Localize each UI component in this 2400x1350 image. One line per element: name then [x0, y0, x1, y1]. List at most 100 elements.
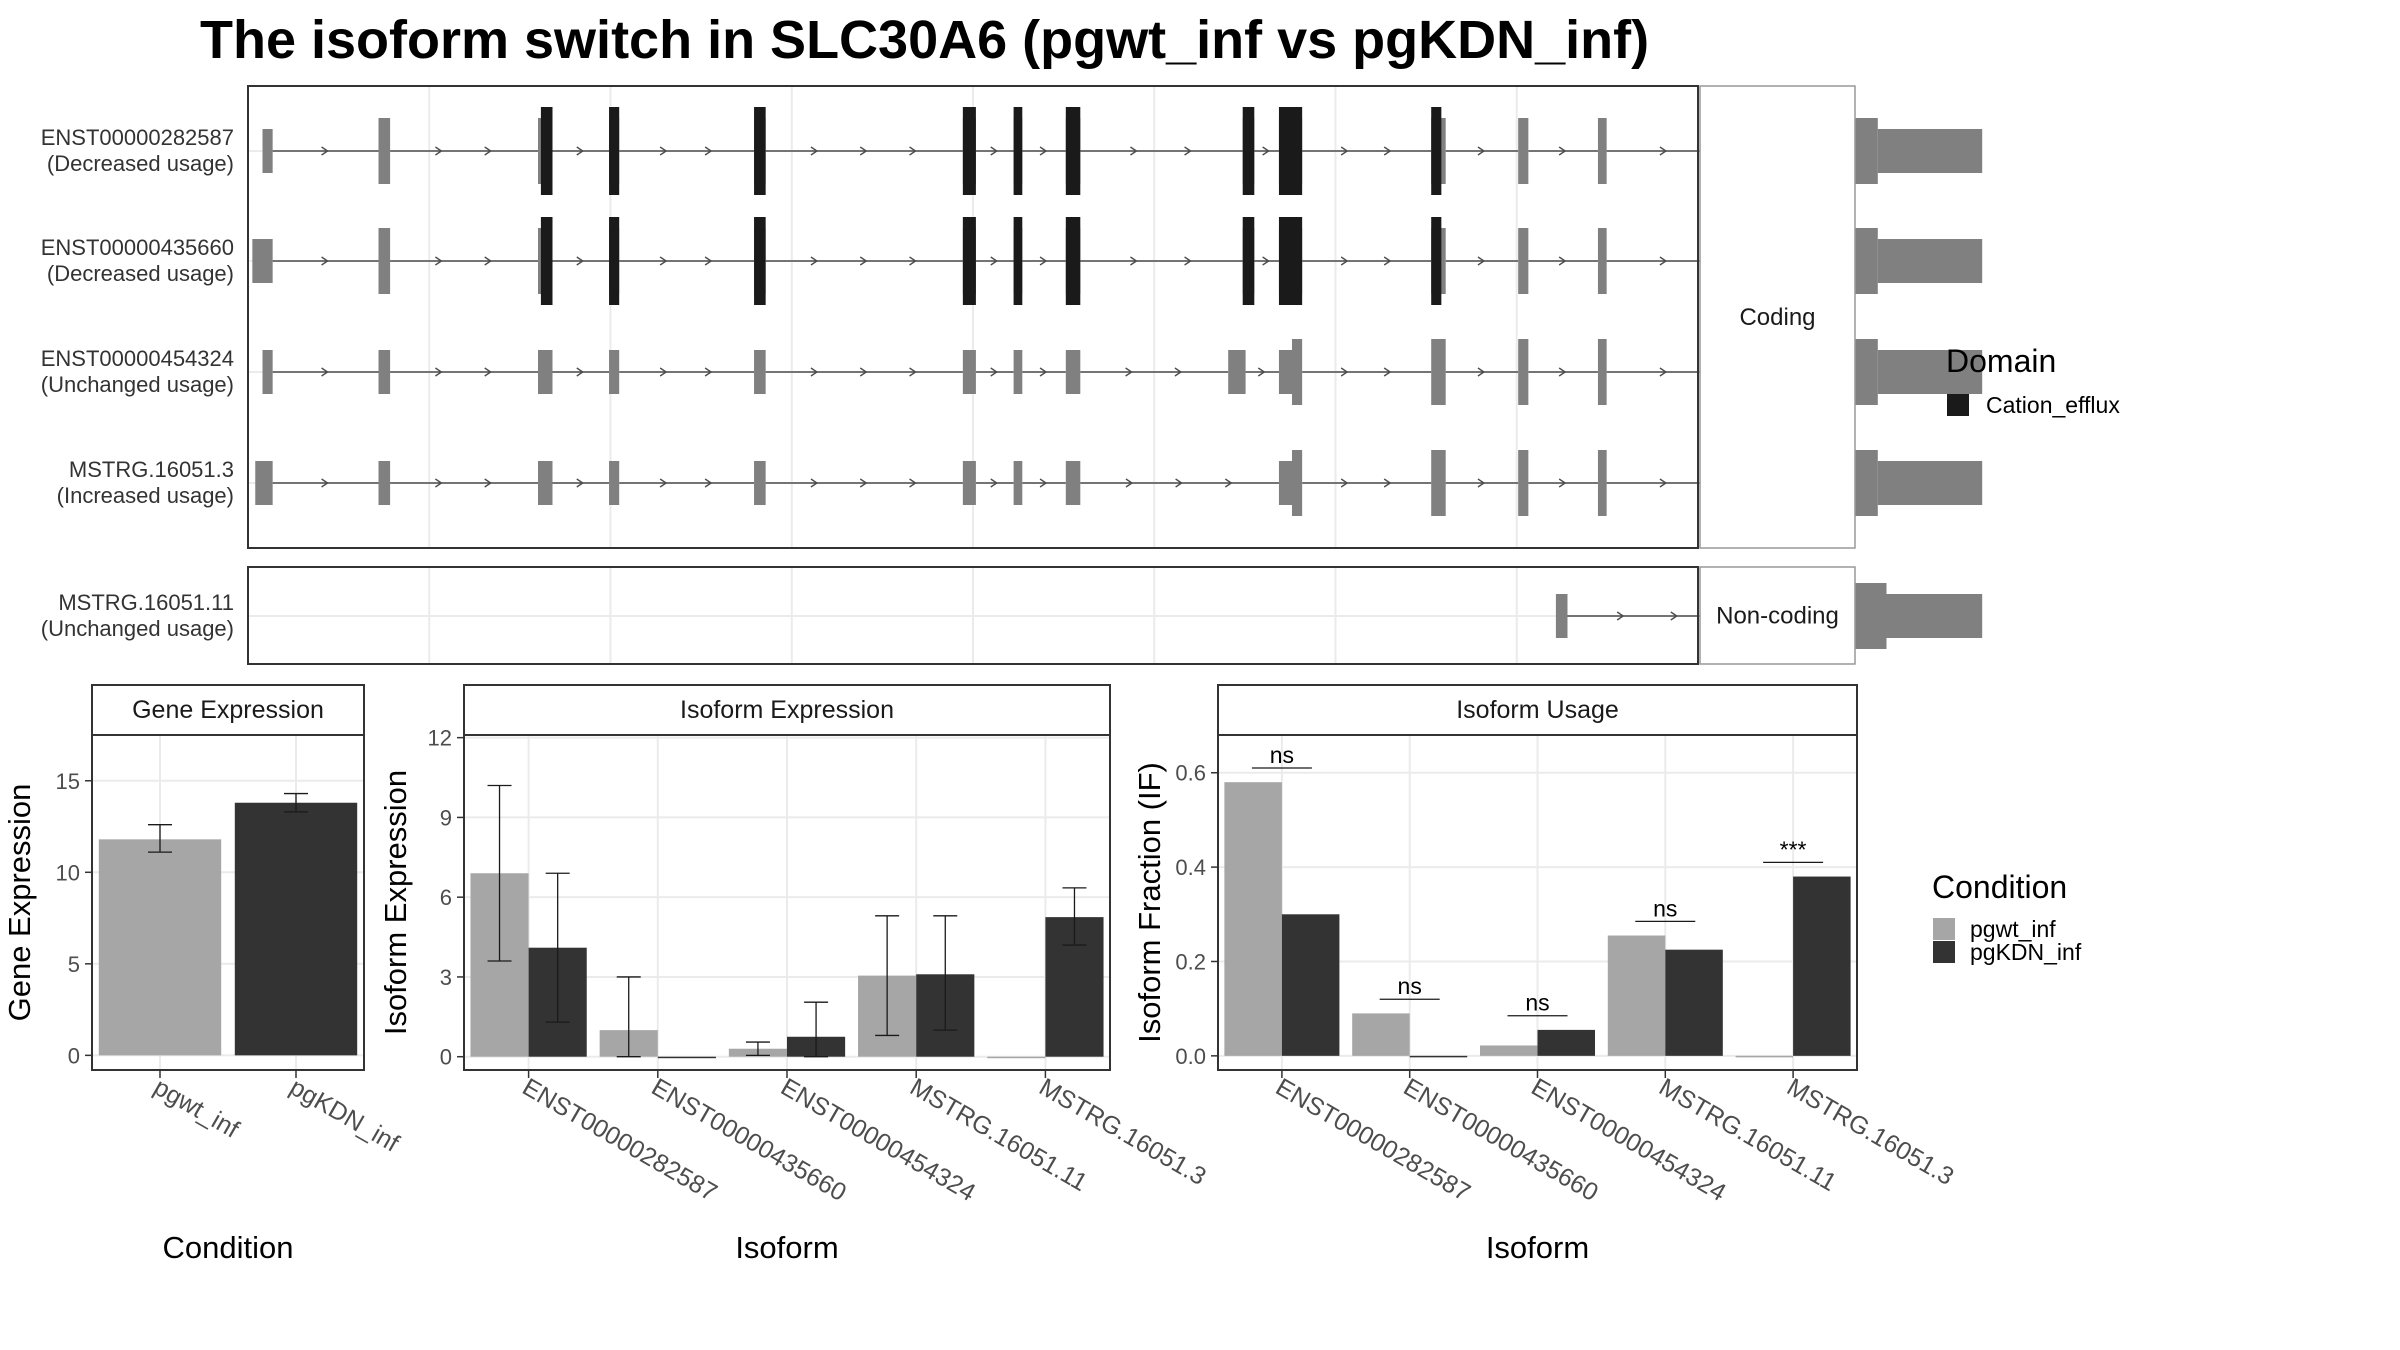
intron-arrow — [1262, 146, 1270, 156]
figure-title: The isoform switch in SLC30A6 (pgwt_inf … — [200, 10, 1649, 70]
y-tick-label: 15 — [56, 769, 80, 794]
intron-arrow — [859, 367, 868, 377]
exon — [1292, 339, 1303, 405]
intron-arrow — [704, 256, 713, 266]
y-axis-title: Isoform Expression — [378, 770, 413, 1035]
intron-arrow — [1130, 256, 1138, 266]
condition-legend-key — [1933, 918, 1955, 940]
intron-arrow — [1340, 367, 1349, 377]
significance-label: ns — [1398, 973, 1422, 999]
domain-segment — [1431, 217, 1442, 305]
condition-legend-key — [1933, 941, 1955, 963]
intron-arrow — [1659, 367, 1668, 377]
facet-strip — [463, 684, 1111, 736]
exon — [1278, 461, 1292, 505]
intron-arrow — [810, 478, 819, 488]
y-tick-label: 6 — [440, 885, 452, 910]
bar — [1607, 935, 1666, 1056]
intron-arrow — [1340, 146, 1349, 156]
intron-arrow — [1175, 478, 1183, 488]
domain-segment — [1242, 217, 1255, 305]
intron-arrow — [1558, 146, 1567, 156]
intron-arrow — [1039, 478, 1048, 488]
intron-arrow — [659, 146, 668, 156]
bar — [1793, 876, 1851, 1056]
intron-arrow — [704, 146, 713, 156]
x-axis-title: Condition — [163, 1230, 294, 1265]
transcript-usage-label: (Decreased usage) — [47, 261, 234, 286]
intron-arrow — [909, 478, 917, 488]
bar — [1409, 1055, 1468, 1058]
exon — [754, 350, 766, 394]
transcript-id-label: MSTRG.16051.11 — [58, 590, 234, 615]
facet-strip-label: Gene Expression — [132, 696, 324, 724]
intron-arrow — [576, 367, 585, 377]
exon — [1597, 339, 1607, 405]
domain-segment — [609, 107, 620, 195]
y-tick-label: 0.4 — [1175, 855, 1206, 880]
intron-arrow — [859, 146, 868, 156]
intron-arrow — [1383, 478, 1392, 488]
significance-label: *** — [1780, 836, 1807, 862]
facet-strip — [91, 684, 365, 736]
significance-label: ns — [1525, 990, 1549, 1016]
intron-arrow — [1383, 146, 1392, 156]
exon — [1877, 350, 1983, 394]
domain-segment — [754, 217, 766, 305]
intron-arrow — [859, 256, 868, 266]
y-tick-label: 0 — [440, 1045, 452, 1070]
x-axis-title: Isoform — [1486, 1230, 1589, 1265]
transcript-id-label: ENST00000282587 — [41, 125, 234, 150]
intron-arrow — [1340, 478, 1349, 488]
exon — [378, 461, 391, 505]
exon — [1431, 339, 1446, 405]
intron-arrow — [1184, 256, 1192, 266]
intron-arrow — [909, 256, 917, 266]
intron-arrow — [1039, 256, 1048, 266]
bar — [657, 1056, 716, 1059]
significance-label: ns — [1653, 895, 1677, 921]
intron-arrow — [1558, 478, 1567, 488]
intron-arrow — [990, 146, 999, 156]
exon — [1065, 350, 1081, 394]
intron-arrow — [1383, 367, 1392, 377]
transcript-usage-label: (Unchanged usage) — [41, 616, 234, 641]
condition-legend-label: pgKDN_inf — [1970, 939, 2082, 965]
significance-label: ns — [1270, 742, 1294, 768]
exon — [1292, 450, 1303, 516]
intron-arrow — [1125, 478, 1134, 488]
intron-arrow — [1659, 478, 1668, 488]
exon — [609, 350, 620, 394]
domain-segment — [1431, 107, 1442, 195]
domain-segment — [1242, 107, 1255, 195]
intron-arrow — [1340, 256, 1349, 266]
intron-arrow — [1477, 146, 1486, 156]
transcript-id-label: MSTRG.16051.3 — [69, 457, 234, 482]
y-tick-label: 0.6 — [1175, 761, 1206, 786]
exon — [538, 461, 553, 505]
intron-arrow — [576, 256, 585, 266]
intron-arrow — [1558, 256, 1567, 266]
intron-arrow — [435, 256, 443, 266]
facet-strip — [1217, 684, 1858, 736]
facet-strip-label: Non-coding — [1716, 603, 1839, 630]
intron-arrow — [1659, 146, 1668, 156]
exon — [252, 239, 273, 283]
intron-arrow — [435, 478, 443, 488]
exon — [1555, 594, 1568, 638]
intron-arrow — [1130, 146, 1138, 156]
intron-arrow — [1616, 611, 1625, 621]
domain-legend-label: Cation_efflux — [1986, 392, 2120, 418]
intron-arrow — [1039, 367, 1048, 377]
intron-arrow — [484, 146, 492, 156]
intron-arrow — [1257, 367, 1266, 377]
domain-segment — [540, 217, 553, 305]
intron-arrow — [1184, 146, 1192, 156]
intron-arrow — [484, 256, 492, 266]
y-axis-title: Isoform Fraction (IF) — [1132, 762, 1167, 1043]
exon — [1877, 129, 1983, 173]
domain-segment — [1278, 217, 1303, 305]
